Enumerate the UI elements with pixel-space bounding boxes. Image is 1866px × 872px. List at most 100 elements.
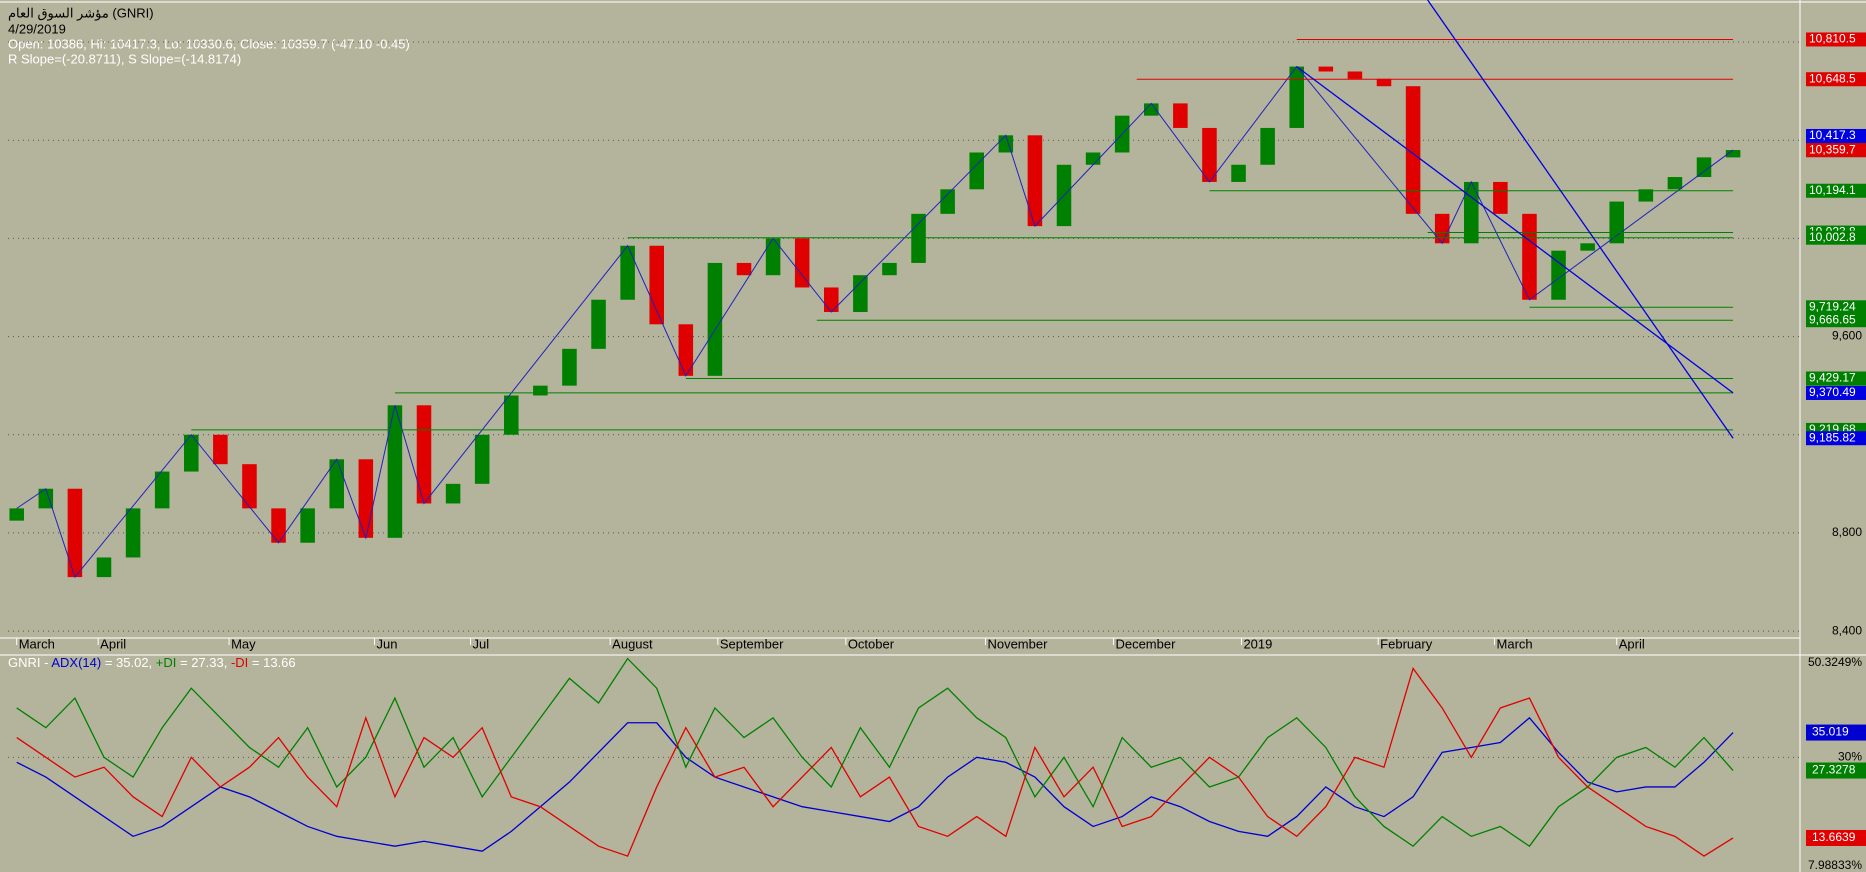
candle-body <box>271 508 286 543</box>
candle-body <box>1696 157 1712 178</box>
candle-body <box>242 464 257 509</box>
x-tick-label: 2019 <box>1243 636 1272 651</box>
level-label-box <box>1806 300 1866 315</box>
x-tick-label: April <box>100 636 126 651</box>
level-label: 10,359.7 <box>1809 142 1856 156</box>
x-tick-label: November <box>987 636 1048 651</box>
candle-body <box>445 483 461 504</box>
candle-body <box>1725 150 1741 158</box>
level-label-box <box>1806 183 1866 198</box>
candle-body <box>1638 189 1654 202</box>
level-label: 10,194.1 <box>1809 183 1856 197</box>
candle-body <box>1551 250 1566 300</box>
candle-body <box>9 508 24 521</box>
candle-body <box>678 324 694 376</box>
candle-body <box>620 245 635 300</box>
series-label-box <box>1806 724 1866 741</box>
legend-part: = 27.33, <box>176 655 231 670</box>
level-label: 10,002.8 <box>1809 230 1856 244</box>
y-tick-label: 8,400 <box>1832 623 1862 637</box>
candle-body <box>736 262 752 276</box>
x-tick-label: October <box>848 636 895 651</box>
level-label: 10,810.5 <box>1809 32 1856 46</box>
x-tick-label: March <box>1497 636 1533 651</box>
candle-body <box>969 152 984 190</box>
level-label: 9,370.49 <box>1809 385 1856 399</box>
candle-body <box>765 238 781 276</box>
x-tick-label: September <box>720 636 784 651</box>
legend-part: -DI <box>231 655 248 670</box>
candle-body <box>824 287 839 313</box>
level-label-box <box>1806 230 1866 245</box>
candle-body <box>67 488 83 578</box>
candle-body <box>358 459 374 538</box>
trend-line <box>1427 0 1734 439</box>
candle-body <box>213 434 228 465</box>
level-label: 10,648.5 <box>1809 71 1856 85</box>
candle-body <box>1027 135 1043 227</box>
x-tick-label: March <box>19 636 55 651</box>
level-label-box <box>1806 371 1866 386</box>
indicator-line <box>16 667 1734 857</box>
candle-body <box>1318 66 1334 72</box>
x-tick-label: December <box>1115 636 1176 651</box>
candle-body <box>562 348 577 386</box>
candle-body <box>533 385 548 396</box>
candle-body <box>504 395 519 435</box>
level-label: 10,417.3 <box>1809 128 1856 142</box>
candle-body <box>416 405 432 504</box>
candle-body <box>1405 86 1421 214</box>
level-label: 9,185.82 <box>1809 430 1856 444</box>
zigzag <box>16 65 1734 579</box>
candle-body <box>154 471 170 509</box>
title: مؤشر السوق العام (GNRI) <box>8 5 154 21</box>
level-label: 9,429.17 <box>1809 371 1856 385</box>
candle-body <box>1202 127 1217 182</box>
candle-body <box>387 405 403 538</box>
level-label-box <box>1806 143 1866 158</box>
candle-body <box>707 262 723 376</box>
candle-body <box>1260 127 1275 165</box>
candle-body <box>1667 177 1683 190</box>
candle-body <box>184 434 199 472</box>
y-tick-label: 8,800 <box>1832 525 1862 539</box>
candle-body <box>1522 213 1537 300</box>
x-tick-label: May <box>231 636 256 651</box>
indicator-line <box>16 657 1734 848</box>
x-tick-label: Jun <box>377 636 398 651</box>
x-tick-label: April <box>1619 636 1645 651</box>
candle-body <box>1289 66 1304 128</box>
candle-body <box>911 213 926 263</box>
level-label-box <box>1806 32 1866 47</box>
candle-body <box>940 189 955 214</box>
candle-body <box>794 238 810 288</box>
candle-body <box>649 245 664 325</box>
candle-body <box>474 434 490 484</box>
candle-body <box>1609 201 1624 244</box>
slope-text: R Slope=(-20.8711), S Slope=(-14.8174) <box>8 51 241 66</box>
candle-body <box>1144 103 1159 116</box>
legend-part: GNRI - <box>8 655 51 670</box>
x-tick-label: February <box>1380 636 1433 651</box>
trend-line <box>1296 66 1734 394</box>
candle-body <box>853 275 868 313</box>
candle-body <box>300 508 315 543</box>
series-label: 35.019 <box>1812 725 1849 739</box>
level-label: 9,719.24 <box>1809 299 1856 313</box>
y-tick-label: 7.98833% <box>1808 858 1862 872</box>
x-tick-label: Jul <box>473 636 490 651</box>
legend-part: = 13.66 <box>248 655 295 670</box>
indicator-legend: GNRI - ADX(14) = 35.02, +DI = 27.33, -DI… <box>8 655 296 670</box>
legend-part: ADX(14) <box>51 655 101 670</box>
level-label-box <box>1806 431 1866 446</box>
candle-body <box>1231 164 1246 182</box>
series-label: 27.3278 <box>1812 763 1856 777</box>
date: 4/29/2019 <box>8 21 66 36</box>
level-label-box <box>1806 72 1866 87</box>
candle-body <box>882 262 897 276</box>
y-tick-label: 30% <box>1838 750 1862 764</box>
candle-body <box>1580 243 1595 251</box>
candle-body <box>1493 181 1508 214</box>
